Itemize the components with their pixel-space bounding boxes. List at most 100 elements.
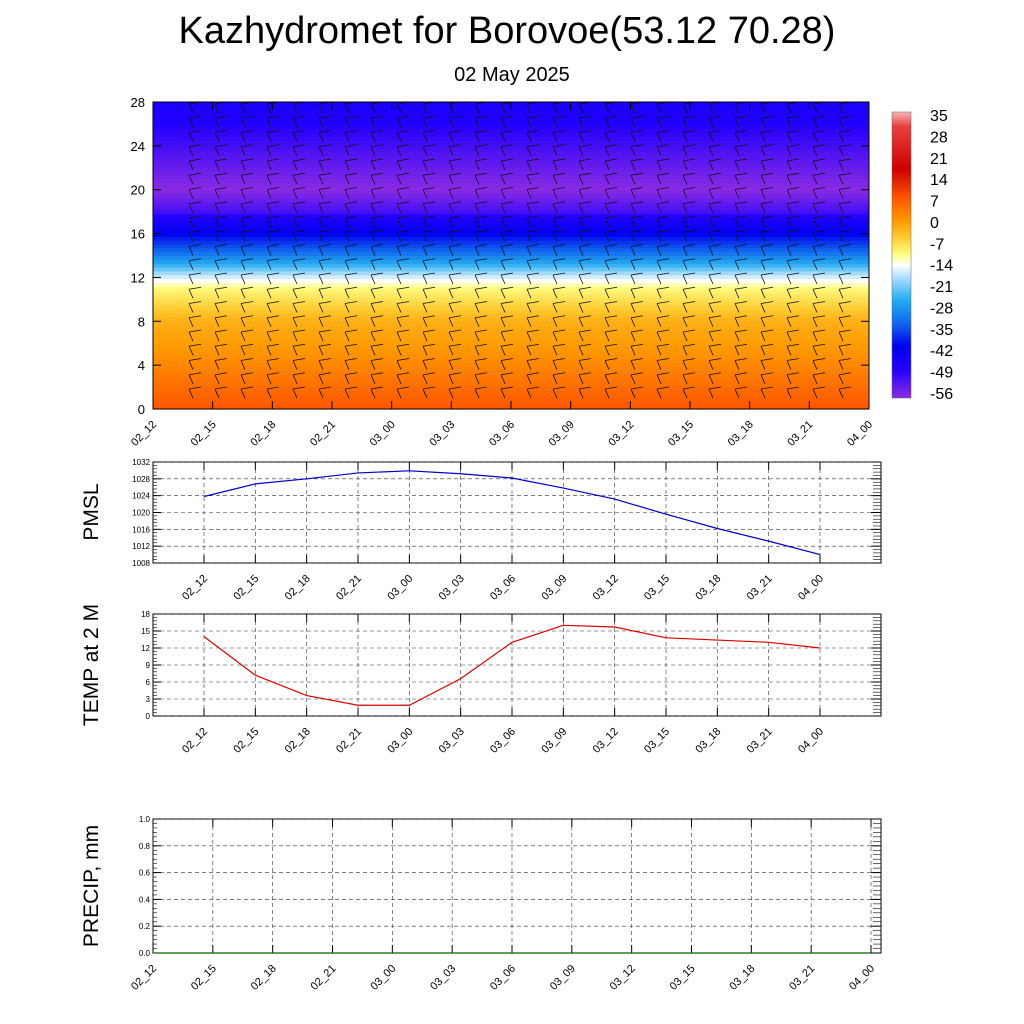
wind-barb [266, 158, 280, 171]
wind-barb [838, 272, 852, 285]
wind-barb [448, 372, 462, 384]
wind-barb [344, 187, 358, 199]
heatmap-band [153, 109, 869, 115]
wind-barb [734, 158, 748, 171]
wind-barb [474, 329, 488, 342]
wind-barb [188, 329, 202, 342]
wind-barb [526, 229, 540, 242]
wind-barb [604, 187, 618, 199]
wind-barb [734, 272, 748, 285]
wind-barb [552, 286, 566, 299]
wind-barb [500, 258, 514, 270]
wind-barb [500, 244, 514, 256]
wind-barb [630, 386, 644, 399]
wind-barb [396, 201, 410, 213]
wind-barb [578, 358, 592, 370]
wind-barb [318, 258, 332, 270]
wind-barb [760, 158, 774, 171]
wind-barb [370, 272, 384, 285]
wind-barb [760, 201, 774, 213]
wind-barb [734, 130, 748, 142]
wind-barb [552, 386, 566, 399]
wind-barb [292, 386, 306, 399]
heatmap-band [153, 220, 869, 226]
wind-barb [474, 258, 488, 270]
wind-barb [318, 372, 332, 384]
ytick-label: 0 [146, 712, 151, 721]
heatmap-band [153, 382, 869, 387]
wind-barb [370, 201, 384, 213]
wind-barb [500, 229, 514, 242]
wind-barb [370, 158, 384, 171]
heatmap-band [153, 313, 869, 318]
heatmap-band [153, 209, 869, 214]
wind-barb [734, 187, 748, 199]
wind-barb [786, 229, 800, 242]
heatmap-band [153, 267, 869, 272]
wind-barb [526, 201, 540, 213]
wind-barb [292, 201, 306, 213]
wind-barb [370, 115, 384, 128]
wind-barb [188, 130, 202, 142]
heatmap-band [153, 374, 869, 379]
heatmap-ytick-label: 4 [138, 358, 145, 373]
wind-barb [266, 286, 280, 299]
wind-barb [292, 258, 306, 270]
wind-barb [344, 158, 358, 171]
wind-barb [760, 358, 774, 370]
wind-barb [292, 130, 306, 142]
wind-barb [474, 201, 488, 213]
wind-barb [838, 329, 852, 342]
wind-barb [578, 258, 592, 270]
heatmap-band [153, 290, 869, 295]
wind-barb [838, 258, 852, 270]
wind-barb [838, 386, 852, 399]
wind-barb [292, 286, 306, 299]
xtick-label: 03_21 [745, 726, 775, 756]
wind-barb [786, 115, 800, 128]
wind-barb [214, 315, 228, 327]
wind-barb [630, 158, 644, 171]
xtick-label: 03_09 [539, 573, 569, 603]
wind-barb [526, 130, 540, 142]
wind-barb [812, 229, 826, 242]
wind-barb [734, 315, 748, 327]
wind-barb [682, 215, 696, 228]
wind-barb [448, 258, 462, 270]
wind-barb [448, 315, 462, 327]
wind-barb [292, 272, 306, 285]
xtick-label: 03_00 [385, 726, 415, 756]
wind-barb [812, 215, 826, 228]
wind-barb [604, 130, 618, 142]
wind-barb [370, 144, 384, 156]
wind-barb [760, 329, 774, 342]
wind-barb [682, 244, 696, 256]
wind-barb [708, 144, 722, 156]
wind-barb [240, 358, 254, 370]
wind-barb [188, 358, 202, 370]
wind-barb [396, 286, 410, 299]
wind-barb [318, 115, 332, 128]
wind-barb [292, 315, 306, 327]
wind-barb [214, 229, 228, 242]
wind-barb [240, 144, 254, 156]
heatmap-ytick-label: 8 [138, 314, 145, 329]
wind-barb [708, 386, 722, 399]
wind-barb [760, 315, 774, 327]
wind-barb [734, 343, 748, 356]
wind-barb [838, 286, 852, 299]
ytick-label: 3 [146, 695, 151, 704]
wind-barb [682, 115, 696, 128]
wind-barb [370, 229, 384, 242]
wind-barb [526, 329, 540, 342]
ytick-label: 6 [146, 678, 151, 687]
wind-barb [500, 329, 514, 342]
wind-barb [422, 343, 436, 356]
wind-barb [786, 372, 800, 384]
wind-barb [266, 386, 280, 399]
wind-barb [812, 201, 826, 213]
heatmap-xtick-label: 02_18 [248, 419, 278, 449]
wind-barb [838, 130, 852, 142]
wind-barb [682, 386, 696, 399]
wind-barb [266, 343, 280, 356]
